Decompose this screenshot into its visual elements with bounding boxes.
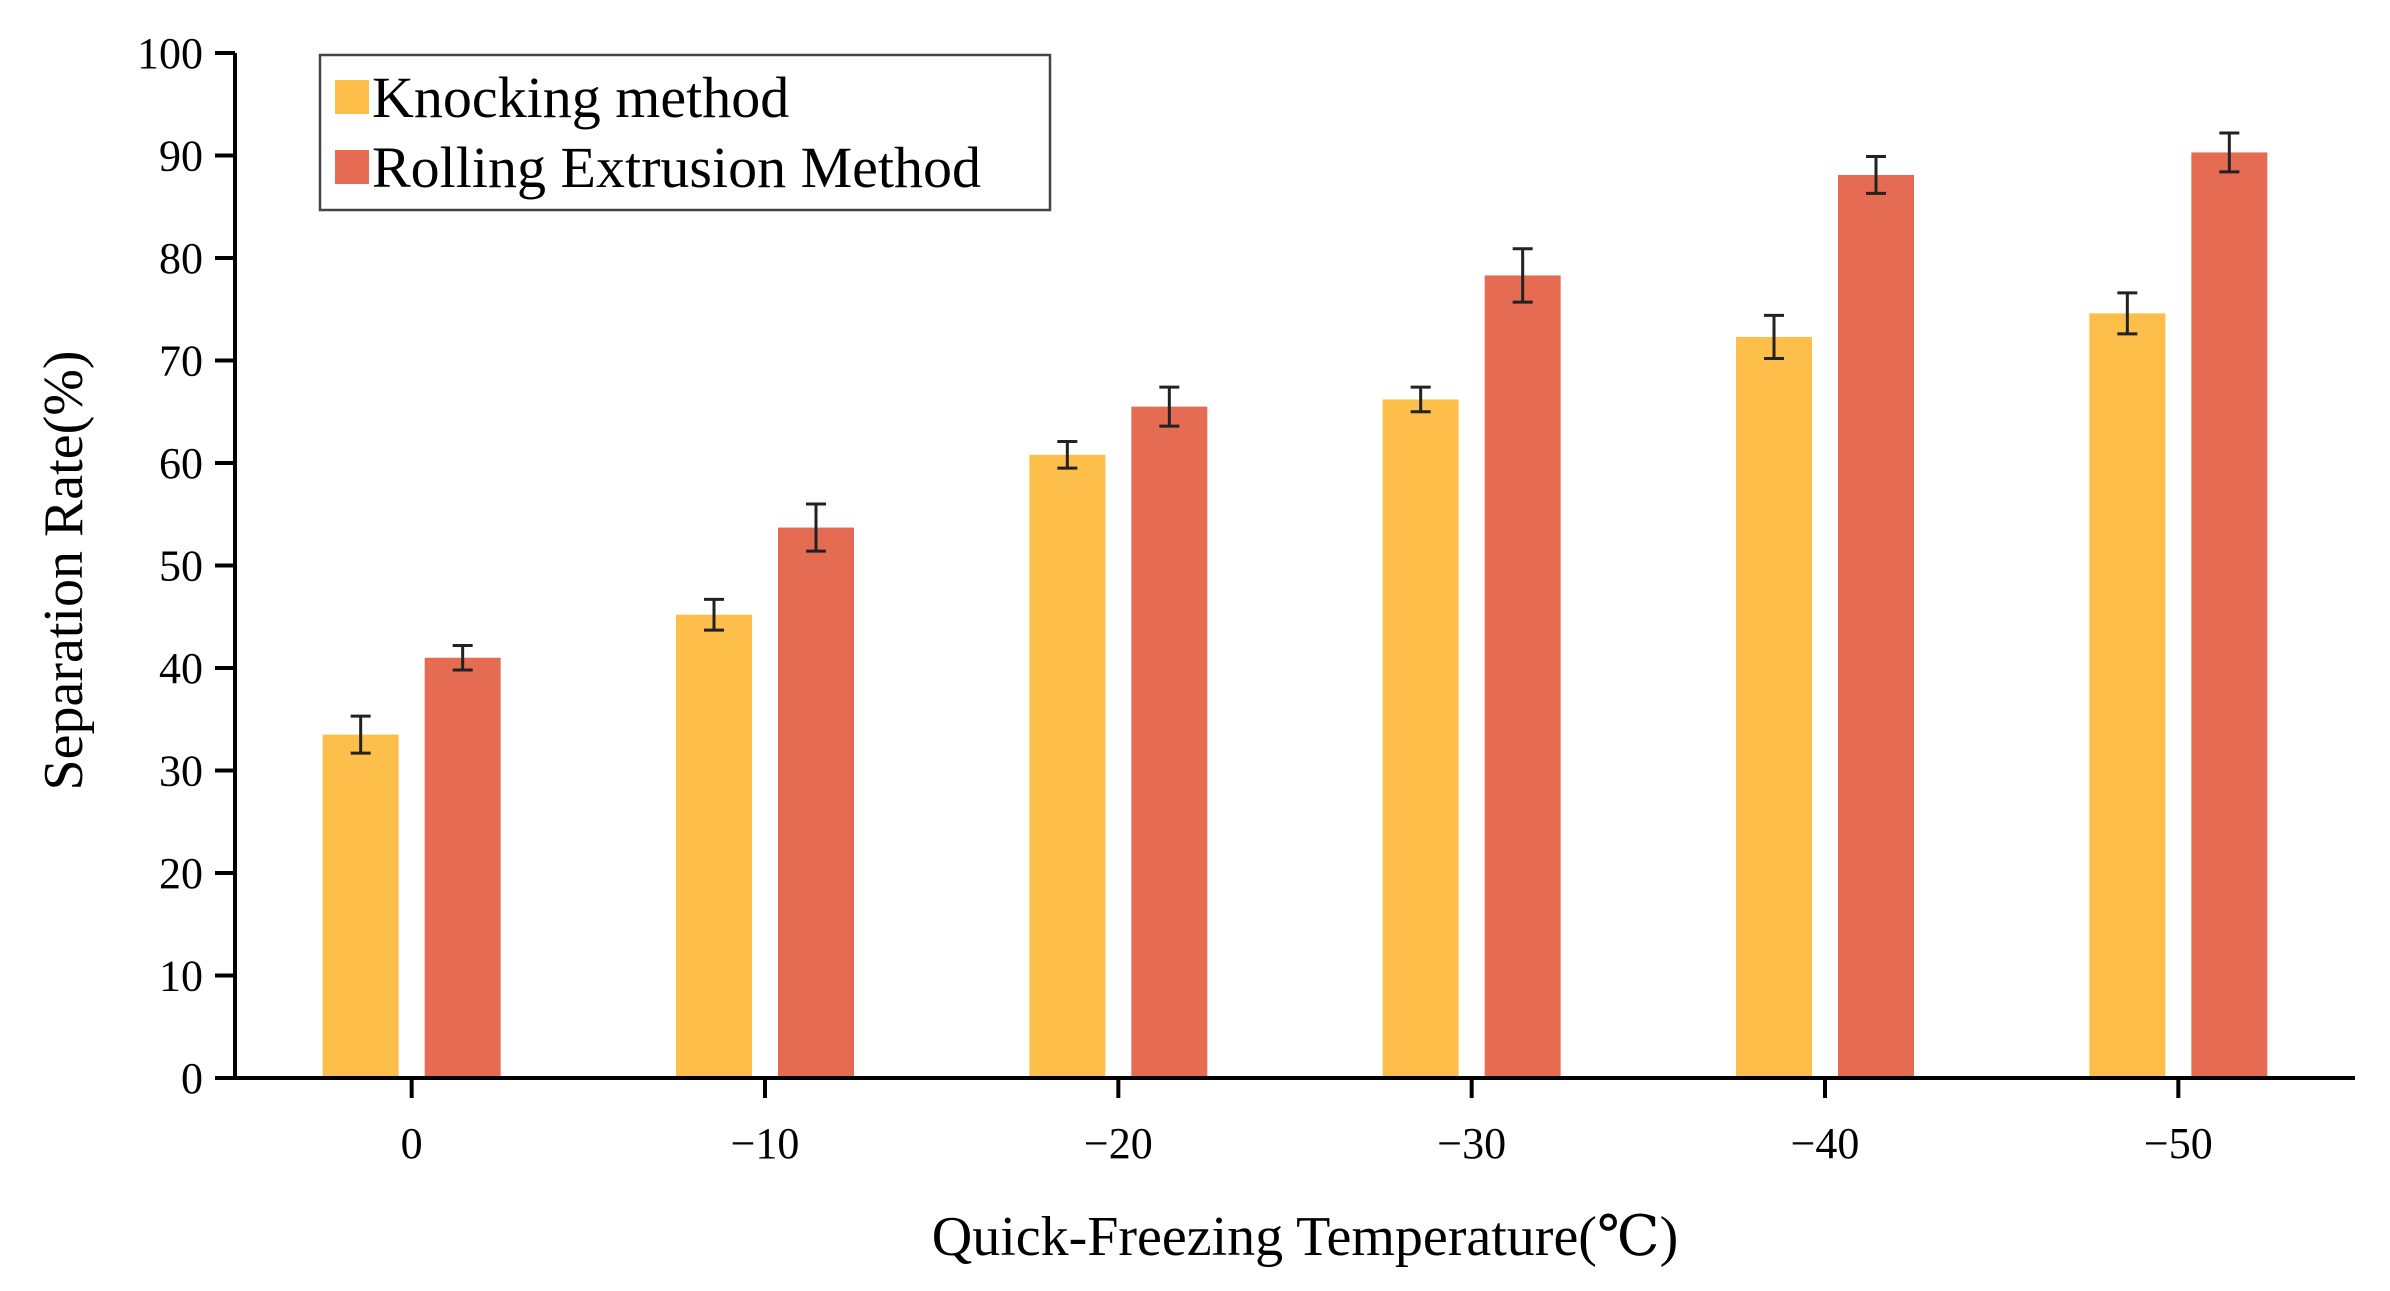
x-axis-ticks: 0 −10 −20 −30 −40 −50 — [401, 1078, 2213, 1168]
y-tick-label: 30 — [159, 747, 203, 796]
bar-rolling — [1838, 174, 1914, 1079]
legend-box — [318, 53, 1052, 212]
error-bar — [1512, 247, 1533, 304]
error-bar — [2117, 291, 2138, 336]
x-tick-label: 0 — [401, 1119, 423, 1168]
legend-swatch-knocking — [335, 80, 369, 114]
y-tick-label: 10 — [159, 952, 203, 1001]
y-tick-label: 80 — [159, 234, 203, 283]
error-bar — [1764, 313, 1784, 360]
bar-knocking — [322, 734, 399, 1078]
error-bars-layer — [350, 131, 2240, 755]
bar-rolling — [424, 657, 501, 1078]
y-tick-label: 50 — [159, 542, 203, 591]
y-tick-label: 90 — [159, 132, 203, 181]
bar-knocking — [1736, 336, 1812, 1078]
y-tick-label: 0 — [181, 1054, 203, 1103]
x-tick-label: −30 — [1437, 1119, 1506, 1168]
error-bar — [704, 597, 724, 632]
x-axis-label: Quick-Freezing Temperature(℃) — [932, 1206, 1678, 1268]
x-tick-label: −20 — [1084, 1119, 1153, 1168]
y-tick-label: 20 — [159, 849, 203, 898]
legend-label-rolling: Rolling Extrusion Method — [372, 135, 981, 200]
error-bar — [1057, 439, 1078, 470]
bar-rolling — [1131, 406, 1208, 1078]
y-tick-label: 40 — [159, 644, 203, 693]
error-bar — [1410, 385, 1431, 414]
error-bar — [806, 502, 826, 553]
bar-rolling — [778, 527, 854, 1078]
y-axis-label: Separation Rate(%) — [33, 350, 95, 790]
bar-knocking — [2089, 313, 2166, 1079]
error-bar — [452, 643, 473, 672]
x-tick-label: −10 — [731, 1119, 800, 1168]
y-tick-label: 70 — [159, 337, 203, 386]
x-tick-label: −50 — [2144, 1119, 2213, 1168]
error-bar — [350, 714, 371, 755]
error-bar — [1866, 155, 1886, 195]
legend: Knocking method Rolling Extrusion Method — [318, 53, 1052, 212]
bars-layer — [322, 152, 2268, 1079]
error-bar — [2219, 131, 2240, 174]
y-tick-label: 100 — [137, 29, 203, 78]
y-tick-label: 60 — [159, 439, 203, 488]
bar-knocking — [1382, 399, 1459, 1078]
x-tick-label: −40 — [1791, 1119, 1860, 1168]
legend-label-knocking: Knocking method — [372, 65, 789, 130]
bar-rolling — [2191, 152, 2268, 1079]
bar-knocking — [1029, 454, 1106, 1078]
legend-swatch-rolling — [335, 150, 369, 184]
error-bar — [1159, 385, 1180, 428]
y-axis-ticks: 0 10 20 30 40 50 60 70 80 90 100 — [137, 29, 235, 1103]
bar-rolling — [1484, 275, 1561, 1078]
bar-knocking — [676, 614, 752, 1078]
